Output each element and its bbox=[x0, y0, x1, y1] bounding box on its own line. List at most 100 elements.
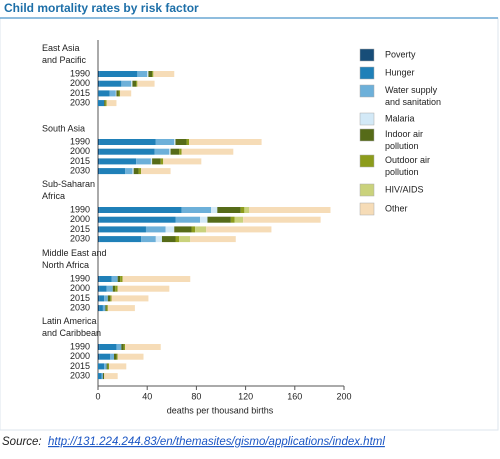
bar-segment bbox=[101, 373, 103, 380]
bar-segment bbox=[98, 276, 100, 282]
bar-segment bbox=[98, 216, 100, 223]
bar-segment bbox=[99, 285, 107, 292]
bar-segment bbox=[145, 226, 166, 233]
bar-segment bbox=[113, 353, 117, 360]
bar-segment bbox=[106, 285, 113, 292]
bar-segment bbox=[98, 90, 99, 97]
bar-segment bbox=[186, 139, 190, 145]
bar-segment bbox=[98, 100, 105, 107]
bar-segment bbox=[98, 80, 100, 87]
bar-segment bbox=[121, 344, 124, 350]
bar-segment bbox=[111, 276, 118, 282]
bar-segment bbox=[104, 373, 118, 380]
bar-segment bbox=[141, 236, 156, 243]
bar-segment bbox=[175, 216, 201, 223]
x-tick-label: 200 bbox=[336, 391, 351, 401]
bar-segment bbox=[111, 295, 149, 302]
bar-segment bbox=[99, 139, 156, 145]
bar-segment bbox=[102, 305, 106, 312]
bar-segment bbox=[99, 207, 182, 213]
bar-segment bbox=[123, 344, 126, 350]
bar-segment bbox=[99, 276, 112, 282]
bar-segment bbox=[131, 80, 133, 87]
bar-segment bbox=[170, 148, 180, 155]
bar-segment bbox=[152, 71, 154, 77]
bar-segment bbox=[160, 158, 164, 165]
bar-segment bbox=[98, 148, 100, 155]
bar-segment bbox=[99, 148, 155, 155]
y-tick-label: 2000 bbox=[70, 283, 90, 293]
bar-segment bbox=[138, 168, 142, 175]
bar-segment bbox=[122, 276, 191, 282]
bar-segment bbox=[141, 168, 171, 175]
bar-segment bbox=[120, 90, 132, 97]
bar-segment bbox=[117, 353, 144, 360]
bar-segment bbox=[106, 100, 117, 107]
bar-segment bbox=[181, 207, 212, 213]
bar-segment bbox=[105, 305, 107, 312]
bar-segment bbox=[98, 168, 100, 175]
legend-label: Indoor air pollution bbox=[385, 129, 423, 151]
bar-segment bbox=[99, 353, 111, 360]
y-tick-label: 2015 bbox=[70, 361, 90, 371]
bar-segment bbox=[99, 295, 105, 302]
bar-segment bbox=[98, 363, 105, 370]
y-tick-label: 2030 bbox=[70, 370, 90, 380]
bar-segment bbox=[117, 276, 121, 282]
bar-segment bbox=[174, 139, 176, 145]
y-tick-label: 2000 bbox=[70, 214, 90, 224]
y-tick-label: 2000 bbox=[70, 146, 90, 156]
legend-swatch bbox=[359, 112, 375, 126]
legend-label: Hunger bbox=[385, 67, 415, 77]
bar-segment bbox=[110, 295, 112, 302]
x-axis-label: deaths per thousand births bbox=[167, 405, 274, 415]
bar-segment bbox=[181, 148, 234, 155]
x-tick-label: 40 bbox=[142, 391, 152, 401]
bar-segment bbox=[234, 216, 244, 223]
bar-segment bbox=[179, 236, 191, 243]
bar-segment bbox=[112, 285, 116, 292]
bar-segment bbox=[98, 90, 110, 97]
y-tick-label: 1990 bbox=[70, 341, 90, 351]
y-tick-label: 2015 bbox=[70, 224, 90, 234]
bar-segment bbox=[125, 168, 133, 175]
bar-segment bbox=[109, 363, 127, 370]
y-tick-label: 2000 bbox=[70, 351, 90, 361]
bar-segment bbox=[207, 216, 231, 223]
x-tick-label: 160 bbox=[287, 391, 302, 401]
x-tick-label: 0 bbox=[95, 391, 100, 401]
y-tick-label: 2030 bbox=[70, 233, 90, 243]
bar-segment bbox=[175, 139, 187, 145]
y-tick-label: 2030 bbox=[70, 97, 90, 107]
bar-segment bbox=[106, 305, 108, 312]
bar-segment bbox=[99, 158, 137, 165]
bar-segment bbox=[98, 285, 100, 292]
bar-segment bbox=[99, 168, 126, 175]
bar-segment bbox=[118, 90, 121, 97]
y-tick-label: 2015 bbox=[70, 156, 90, 166]
bar-segment bbox=[155, 139, 175, 145]
legend-label: Poverty bbox=[385, 49, 416, 59]
bar-segment bbox=[190, 236, 236, 243]
y-tick-label: 2030 bbox=[70, 165, 90, 175]
bar-segment bbox=[136, 80, 138, 87]
legend-label: Other bbox=[385, 203, 408, 213]
bar-segment bbox=[244, 207, 250, 213]
x-tick-label: 80 bbox=[191, 391, 201, 401]
bar-segment bbox=[104, 295, 108, 302]
legend-swatch bbox=[359, 154, 375, 168]
bar-segment bbox=[98, 158, 100, 165]
bar-segment bbox=[106, 363, 108, 370]
group-label: Latin America and Caribbean bbox=[42, 316, 101, 338]
bar-segment bbox=[116, 353, 118, 360]
x-tick-label: 120 bbox=[238, 391, 253, 401]
bar-segment bbox=[99, 344, 117, 350]
bar-segment bbox=[99, 71, 138, 77]
y-tick-label: 2030 bbox=[70, 302, 90, 312]
source-link[interactable]: http://131.224.244.83/en/themasites/gism… bbox=[48, 436, 385, 448]
bar-segment bbox=[109, 90, 116, 97]
legend-swatch bbox=[359, 66, 375, 80]
legend-label: HIV/AIDS bbox=[385, 184, 424, 194]
bar-segment bbox=[150, 158, 153, 165]
